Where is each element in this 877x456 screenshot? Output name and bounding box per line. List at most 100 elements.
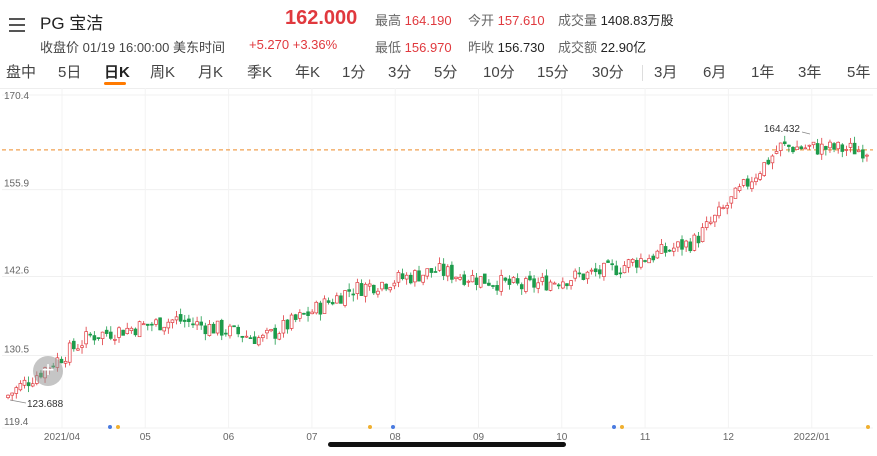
candle-body xyxy=(803,147,808,150)
candle-body xyxy=(203,325,208,335)
candle-body xyxy=(121,329,125,336)
candle-body xyxy=(593,268,598,273)
candle-body xyxy=(581,273,586,280)
min-marker xyxy=(9,399,27,404)
candle-body xyxy=(606,260,610,263)
candle-body xyxy=(737,186,742,191)
candle-body xyxy=(552,282,557,285)
candle-body xyxy=(807,144,812,147)
candle-body xyxy=(462,274,467,285)
candle-body xyxy=(413,270,417,283)
candle-body xyxy=(195,321,199,326)
tab-5d[interactable]: 5日 xyxy=(58,64,82,81)
tab-divider xyxy=(642,65,643,81)
candle-body xyxy=(376,290,380,295)
candle-body xyxy=(766,159,771,165)
candle-body xyxy=(236,326,240,335)
candle-body xyxy=(610,263,614,266)
tab-1min[interactable]: 1分 xyxy=(342,64,366,81)
event-dot xyxy=(620,425,624,429)
candle-body xyxy=(30,383,35,387)
candle-body xyxy=(470,275,475,283)
candle-body xyxy=(273,327,277,339)
candle-body xyxy=(750,181,754,189)
candle-body xyxy=(199,321,203,326)
event-dot xyxy=(368,425,372,429)
candle-body xyxy=(602,262,606,277)
candle-body xyxy=(335,295,339,304)
tab-15min[interactable]: 15分 xyxy=(537,64,569,81)
candle-body xyxy=(782,141,787,145)
candle-body xyxy=(355,282,360,294)
period-tabs: 盘中 5日 日K 周K 月K 季K 年K 1分 3分 5分 10分 15分 30… xyxy=(0,58,877,89)
x-tick-label: 10 xyxy=(556,432,568,442)
tab-10min[interactable]: 10分 xyxy=(483,64,515,81)
candle-body xyxy=(388,287,393,291)
candle-body xyxy=(672,247,676,252)
candle-body xyxy=(298,312,302,319)
candle-body xyxy=(721,207,725,209)
tab-5min[interactable]: 5分 xyxy=(434,64,458,81)
candle-body xyxy=(425,268,430,277)
menu-icon[interactable] xyxy=(9,14,25,38)
candlestick-chart[interactable]: 170.4 155.9 142.6 130.5 119.4 2021/04 05 06 07 08… xyxy=(0,88,877,442)
candle-body xyxy=(256,337,261,346)
candle-body xyxy=(281,320,286,334)
tab-5y[interactable]: 5年 xyxy=(847,64,871,81)
zoom-plus-button[interactable]: + xyxy=(33,356,63,386)
candle-body xyxy=(725,205,730,209)
tab-monthly-k[interactable]: 月K xyxy=(198,64,224,81)
tab-6m[interactable]: 6月 xyxy=(703,64,727,81)
candle-body xyxy=(696,235,701,244)
candle-body xyxy=(643,260,647,262)
candle-body xyxy=(372,284,376,294)
x-tick-label: 11 xyxy=(640,432,651,442)
candle-body xyxy=(655,250,660,259)
candle-body xyxy=(150,323,154,326)
candle-body xyxy=(289,314,294,329)
candle-body xyxy=(577,272,582,275)
x-tick-label: 2022/01 xyxy=(794,432,831,442)
candle-body xyxy=(635,260,639,268)
candle-body xyxy=(158,317,162,331)
quote-header: PG 宝洁 162.000 收盘价 01/19 16:00:00 美东时间 +5… xyxy=(0,0,877,58)
tab-intraday[interactable]: 盘中 xyxy=(6,64,37,81)
tab-1y[interactable]: 1年 xyxy=(751,64,775,81)
tab-3m[interactable]: 3月 xyxy=(654,64,678,81)
candle-body xyxy=(651,255,656,261)
candle-body xyxy=(573,270,577,279)
candle-body xyxy=(663,246,668,253)
event-dot xyxy=(116,425,120,429)
candle-body xyxy=(162,326,167,332)
x-tick-label: 07 xyxy=(306,432,318,442)
candle-body xyxy=(840,144,845,152)
y-tick-label: 170.4 xyxy=(4,91,29,102)
candle-body xyxy=(688,241,693,252)
candle-body xyxy=(565,283,569,287)
active-tab-indicator xyxy=(104,82,126,85)
tab-quarterly-k[interactable]: 季K xyxy=(247,64,273,81)
candle-body xyxy=(113,338,117,341)
stat-turnover: 成交额 22.90亿 xyxy=(558,40,647,55)
tab-yearly-k[interactable]: 年K xyxy=(295,64,321,81)
tab-30min[interactable]: 30分 xyxy=(592,64,624,81)
candle-body xyxy=(561,281,565,289)
candle-body xyxy=(76,348,80,351)
candle-body xyxy=(795,146,799,150)
x-tick-label: 06 xyxy=(223,432,235,442)
candle-body xyxy=(96,337,101,339)
candle-body xyxy=(618,272,623,275)
tab-3min[interactable]: 3分 xyxy=(388,64,412,81)
y-tick-label: 155.9 xyxy=(4,179,29,190)
candle-body xyxy=(684,240,688,248)
candle-body xyxy=(219,319,224,336)
candle-body xyxy=(359,283,364,296)
candle-body xyxy=(178,314,183,322)
candle-body xyxy=(848,142,853,148)
candle-body xyxy=(741,179,746,186)
tab-daily-k[interactable]: 日K xyxy=(104,64,130,81)
candle-body xyxy=(667,249,672,252)
candle-body xyxy=(306,311,310,316)
tab-weekly-k[interactable]: 周K xyxy=(150,64,176,81)
tab-3y[interactable]: 3年 xyxy=(798,64,822,81)
